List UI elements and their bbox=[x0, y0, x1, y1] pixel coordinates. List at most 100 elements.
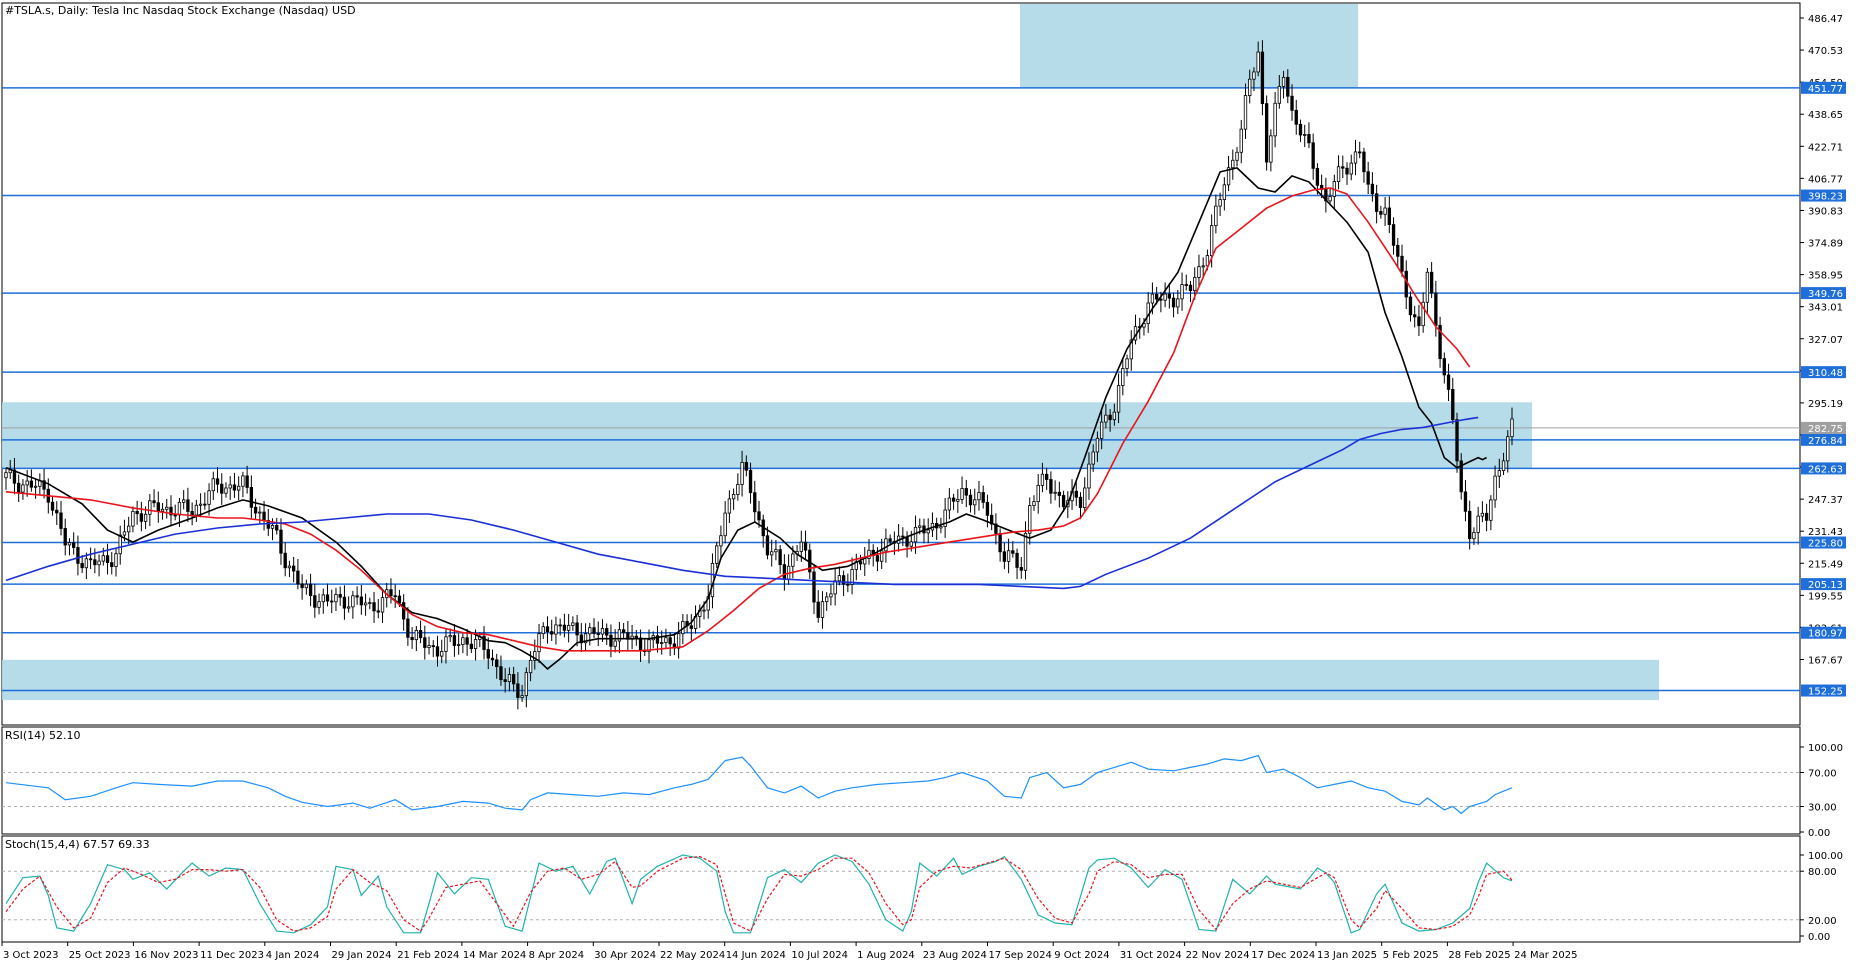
candle-body bbox=[1468, 510, 1472, 540]
candle bbox=[524, 667, 528, 708]
candle-body bbox=[820, 601, 825, 618]
candle-body bbox=[520, 695, 524, 698]
candle-body bbox=[224, 487, 228, 494]
candle bbox=[1260, 40, 1265, 116]
candle bbox=[1099, 410, 1104, 450]
candle-body bbox=[1044, 473, 1049, 480]
candle-body bbox=[1028, 505, 1032, 534]
candle bbox=[380, 589, 385, 624]
candle bbox=[42, 468, 46, 499]
candle-body bbox=[1036, 484, 1040, 503]
stoch-tick-label: 20.00 bbox=[1808, 916, 1837, 927]
candle-body bbox=[1391, 224, 1396, 246]
candle bbox=[1019, 557, 1023, 579]
candle-body bbox=[1396, 244, 1400, 257]
candle bbox=[461, 631, 465, 654]
candle-body bbox=[1463, 491, 1468, 512]
candle-body bbox=[825, 596, 829, 603]
candle bbox=[1087, 452, 1091, 500]
candle bbox=[545, 616, 550, 644]
candle bbox=[571, 616, 575, 631]
candle bbox=[558, 618, 562, 636]
candle bbox=[956, 489, 960, 513]
candle-body bbox=[211, 478, 215, 492]
candle bbox=[1273, 91, 1277, 148]
candle-body bbox=[748, 469, 753, 494]
candle-body bbox=[943, 509, 947, 527]
candle-body bbox=[968, 494, 973, 506]
y-tick-label: 343.01 bbox=[1808, 303, 1843, 314]
candle bbox=[114, 548, 118, 577]
candle-body bbox=[875, 555, 880, 562]
candle-body bbox=[359, 596, 364, 606]
candle-body bbox=[194, 504, 199, 516]
candle-body bbox=[600, 628, 605, 635]
candle bbox=[774, 540, 778, 561]
candle-body bbox=[723, 512, 727, 537]
candle bbox=[1400, 244, 1404, 277]
candle bbox=[486, 637, 490, 670]
candle bbox=[313, 583, 317, 618]
candle bbox=[1358, 141, 1362, 159]
candle bbox=[973, 488, 977, 515]
candle-body bbox=[207, 490, 211, 505]
candle-body bbox=[1438, 324, 1442, 359]
candle bbox=[1336, 155, 1341, 190]
candle-body bbox=[533, 651, 537, 661]
level-price-tag: 225.80 bbox=[1801, 536, 1846, 550]
candle bbox=[139, 501, 144, 532]
candle-body bbox=[376, 610, 380, 613]
candle bbox=[67, 538, 72, 556]
candle bbox=[76, 535, 80, 576]
candle bbox=[1489, 495, 1493, 531]
level-tag-text: 451.77 bbox=[1808, 84, 1843, 95]
candle-body bbox=[1328, 196, 1332, 202]
candle bbox=[655, 625, 660, 653]
candle bbox=[1307, 122, 1311, 149]
candle bbox=[541, 622, 545, 640]
candle-body bbox=[719, 535, 723, 547]
candle-body bbox=[118, 534, 122, 555]
candle-body bbox=[473, 639, 478, 649]
candle-body bbox=[452, 635, 457, 646]
candle-body bbox=[1264, 103, 1269, 163]
candle-body bbox=[355, 595, 359, 598]
candle bbox=[59, 500, 63, 536]
candle-body bbox=[605, 628, 609, 636]
x-tick-label: 14 Jun 2024 bbox=[726, 950, 786, 961]
candle-body bbox=[867, 549, 871, 559]
candle-body bbox=[160, 508, 165, 512]
candle-body bbox=[846, 583, 850, 586]
candle-body bbox=[29, 480, 34, 488]
candle-body bbox=[524, 672, 528, 697]
current-tag-text: 282.75 bbox=[1808, 424, 1843, 435]
candle bbox=[841, 570, 846, 597]
candle bbox=[17, 474, 21, 502]
candle bbox=[1396, 238, 1400, 268]
candle-body bbox=[1307, 133, 1311, 144]
candle-body bbox=[368, 602, 372, 605]
level-tag-text: 180.97 bbox=[1808, 629, 1843, 640]
candle-body bbox=[905, 536, 909, 547]
candle bbox=[376, 599, 380, 619]
moving-average-line bbox=[5, 167, 1487, 670]
stoch-title: Stoch(15,4,4) 67.57 69.33 bbox=[5, 838, 150, 851]
candle-body bbox=[1235, 151, 1239, 161]
candle-body bbox=[465, 637, 469, 645]
x-tick-label: 5 Feb 2025 bbox=[1383, 950, 1439, 961]
candle bbox=[444, 629, 448, 664]
candle-body bbox=[12, 469, 17, 484]
candle-body bbox=[778, 549, 782, 565]
candle-body bbox=[220, 483, 224, 494]
candle-body bbox=[1184, 284, 1188, 286]
candle bbox=[1370, 172, 1375, 202]
candle-body bbox=[1400, 255, 1404, 272]
candle bbox=[249, 475, 254, 520]
candle bbox=[719, 525, 723, 558]
candle bbox=[757, 501, 761, 528]
candle-body bbox=[232, 484, 237, 491]
candle-body bbox=[1510, 418, 1514, 438]
candle-body bbox=[389, 589, 393, 597]
candle bbox=[613, 629, 617, 653]
